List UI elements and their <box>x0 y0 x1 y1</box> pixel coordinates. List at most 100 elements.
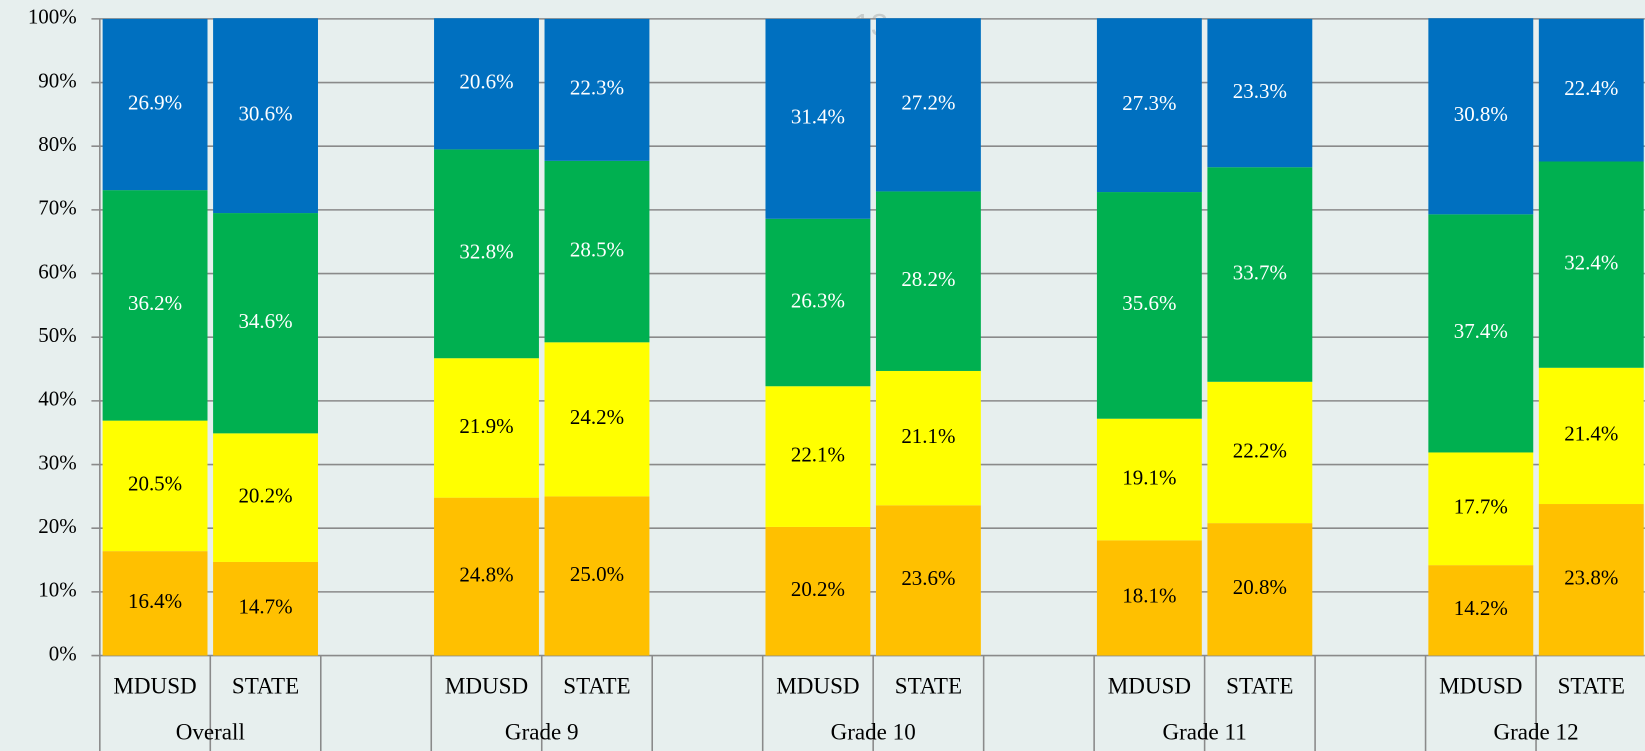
x-tick-label: MDUSD <box>776 672 859 698</box>
value-label: 20.8% <box>1233 575 1287 599</box>
y-tick-label: 100% <box>28 5 77 29</box>
bar-segment <box>765 18 871 219</box>
group-label: Grade 10 <box>831 719 916 745</box>
bar-segment <box>544 342 650 497</box>
x-tick-label: STATE <box>1226 672 1293 698</box>
value-label: 27.2% <box>901 91 955 115</box>
x-tick-label: MDUSD <box>1439 672 1522 698</box>
bar-segment <box>1428 18 1534 215</box>
value-label: 17.7% <box>1454 495 1508 519</box>
y-tick-label: 0% <box>49 641 77 665</box>
value-label: 21.1% <box>901 424 955 448</box>
value-label: 24.2% <box>570 405 624 429</box>
bar-segment <box>102 18 208 191</box>
bar-segment <box>434 497 539 656</box>
value-label: 24.8% <box>459 562 513 586</box>
bar-segment <box>544 160 650 343</box>
value-label: 36.2% <box>128 291 182 315</box>
y-tick-label: 50% <box>38 323 76 347</box>
value-label: 14.2% <box>1454 596 1508 620</box>
value-label: 16.4% <box>128 589 182 613</box>
y-tick-label: 30% <box>38 450 76 474</box>
y-tick-label: 40% <box>38 387 76 411</box>
bar-segment <box>1428 452 1534 566</box>
value-label: 26.3% <box>791 288 845 312</box>
value-label: 25.0% <box>570 562 624 586</box>
bar-segment <box>1207 18 1313 168</box>
bar-segment <box>1428 565 1534 656</box>
bar-segment <box>765 386 871 527</box>
value-label: 32.4% <box>1564 250 1618 274</box>
bar-segment <box>102 420 208 552</box>
bar-segment <box>1096 192 1202 419</box>
y-tick-label: 70% <box>38 196 76 220</box>
value-label: 20.2% <box>791 577 845 601</box>
bar-segment <box>875 191 981 371</box>
bar-segment <box>875 370 981 506</box>
value-label: 23.3% <box>1233 79 1287 103</box>
value-label: 32.8% <box>459 240 513 264</box>
bar-segment <box>434 358 539 498</box>
bar-segment <box>434 149 539 359</box>
bar-segment <box>1538 161 1644 368</box>
value-label: 35.6% <box>1122 291 1176 315</box>
y-tick-label: 90% <box>38 68 76 92</box>
value-label: 31.4% <box>791 105 845 129</box>
group-label: Grade 9 <box>505 719 579 745</box>
value-label: 22.4% <box>1564 76 1618 100</box>
bar-segment <box>875 505 981 656</box>
value-label: 28.2% <box>901 267 955 291</box>
y-tick-label: 60% <box>38 259 76 283</box>
value-label: 19.1% <box>1122 465 1176 489</box>
value-label: 22.2% <box>1233 438 1287 462</box>
x-tick-label: MDUSD <box>445 672 528 698</box>
value-label: 20.6% <box>459 70 513 94</box>
value-label: 22.3% <box>570 76 624 100</box>
bar-segment <box>1207 167 1313 382</box>
value-label: 18.1% <box>1122 584 1176 608</box>
x-tick-label: MDUSD <box>113 672 196 698</box>
x-tick-label: STATE <box>563 672 630 698</box>
y-tick-label: 20% <box>38 514 76 538</box>
bar-segment <box>1428 214 1534 453</box>
value-label: 30.8% <box>1454 102 1508 126</box>
value-label: 22.1% <box>791 442 845 466</box>
bar-segment <box>213 18 318 214</box>
value-label: 33.7% <box>1233 260 1287 284</box>
value-label: 37.4% <box>1454 319 1508 343</box>
value-label: 21.9% <box>459 414 513 438</box>
bar-segment <box>434 18 539 150</box>
x-tick-label: STATE <box>232 672 299 698</box>
y-tick-label: 80% <box>38 132 76 156</box>
value-label: 30.6% <box>238 101 292 125</box>
bar-segment <box>102 551 208 656</box>
value-label: 20.2% <box>238 483 292 507</box>
value-label: 28.5% <box>570 237 624 261</box>
bar-segment <box>213 561 318 656</box>
y-tick-label: 10% <box>38 578 76 602</box>
bar-segment <box>1096 540 1202 656</box>
value-label: 20.5% <box>128 472 182 496</box>
x-tick-label: MDUSD <box>1108 672 1191 698</box>
bar-segment <box>1207 381 1313 524</box>
group-label: Grade 12 <box>1493 719 1578 745</box>
bar-segment <box>1538 504 1644 656</box>
bar-segment <box>875 18 981 192</box>
bar-segment <box>544 18 650 161</box>
bar-segment <box>1207 523 1313 656</box>
group-label: Grade 11 <box>1162 719 1246 745</box>
bar-segment <box>102 190 208 421</box>
x-tick-label: STATE <box>1558 672 1625 698</box>
bar-segment <box>1096 18 1202 193</box>
bar-segment <box>1096 418 1202 541</box>
value-label: 21.4% <box>1564 422 1618 446</box>
value-label: 23.6% <box>901 566 955 590</box>
value-label: 34.6% <box>238 309 292 333</box>
bar-segment <box>213 213 318 434</box>
bar-segment <box>1538 18 1644 162</box>
value-label: 26.9% <box>128 90 182 114</box>
x-tick-label: STATE <box>895 672 962 698</box>
bar-segment <box>544 496 650 656</box>
bar-segment <box>765 526 871 656</box>
